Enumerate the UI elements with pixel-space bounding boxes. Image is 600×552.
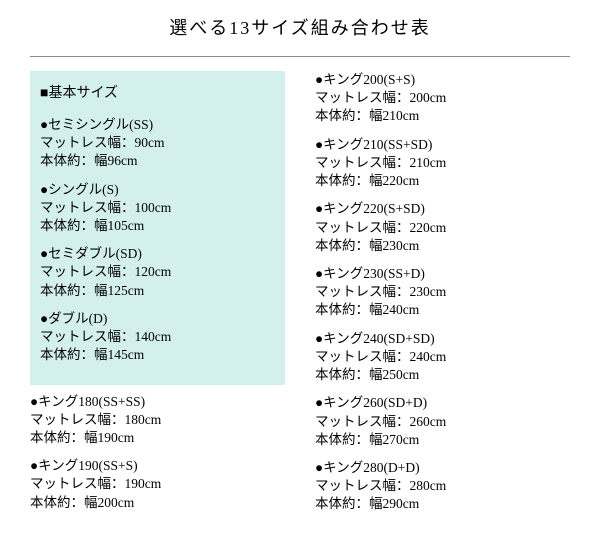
size-name: ダブル(D) — [40, 311, 107, 326]
size-name: キング280(D+D) — [315, 460, 420, 475]
left-column: ■基本サイズ セミシングル(SS) マットレス幅：90cm 本体約：幅96cm … — [30, 71, 285, 524]
size-name: シングル(S) — [40, 182, 119, 197]
size-name: キング200(S+S) — [315, 72, 415, 87]
size-name: キング190(SS+S) — [30, 458, 138, 473]
body-width: 本体約：幅270cm — [315, 431, 570, 449]
body-width: 本体約：幅96cm — [40, 152, 275, 170]
size-name: キング260(SD+D) — [315, 395, 427, 410]
size-entry: キング280(D+D) マットレス幅：280cm 本体約：幅290cm — [315, 459, 570, 514]
body-width: 本体約：幅190cm — [30, 429, 285, 447]
size-entry: キング200(S+S) マットレス幅：200cm 本体約：幅210cm — [315, 71, 570, 126]
page-title: 選べる13サイズ組み合わせ表 — [30, 14, 570, 44]
mattress-width: マットレス幅：280cm — [315, 477, 570, 495]
size-name: キング240(SD+SD) — [315, 331, 435, 346]
mattress-width: マットレス幅：240cm — [315, 348, 570, 366]
mattress-width: マットレス幅：140cm — [40, 328, 275, 346]
size-entry: キング220(S+SD) マットレス幅：220cm 本体約：幅230cm — [315, 200, 570, 255]
size-entry: シングル(S) マットレス幅：100cm 本体約：幅105cm — [40, 181, 275, 236]
title-rule — [30, 56, 570, 57]
mattress-width: マットレス幅：210cm — [315, 154, 570, 172]
size-entry: セミダブル(SD) マットレス幅：120cm 本体約：幅125cm — [40, 245, 275, 300]
size-entry: キング210(SS+SD) マットレス幅：210cm 本体約：幅220cm — [315, 136, 570, 191]
size-entry: セミシングル(SS) マットレス幅：90cm 本体約：幅96cm — [40, 116, 275, 171]
size-name: キング220(S+SD) — [315, 201, 425, 216]
size-entry: キング240(SD+SD) マットレス幅：240cm 本体約：幅250cm — [315, 330, 570, 385]
size-name: セミダブル(SD) — [40, 246, 142, 261]
mattress-width: マットレス幅：220cm — [315, 219, 570, 237]
mattress-width: マットレス幅：230cm — [315, 283, 570, 301]
mattress-width: マットレス幅：260cm — [315, 413, 570, 431]
size-entry: ダブル(D) マットレス幅：140cm 本体約：幅145cm — [40, 310, 275, 365]
body-width: 本体約：幅290cm — [315, 495, 570, 513]
body-width: 本体約：幅125cm — [40, 282, 275, 300]
mattress-width: マットレス幅：190cm — [30, 475, 285, 493]
mattress-width: マットレス幅：120cm — [40, 263, 275, 281]
size-entry: キング190(SS+S) マットレス幅：190cm 本体約：幅200cm — [30, 457, 285, 512]
size-entry: キング230(SS+D) マットレス幅：230cm 本体約：幅240cm — [315, 265, 570, 320]
right-column: キング200(S+S) マットレス幅：200cm 本体約：幅210cm キング2… — [315, 71, 570, 524]
mattress-width: マットレス幅：90cm — [40, 134, 275, 152]
size-name: キング210(SS+SD) — [315, 137, 432, 152]
size-name: キング180(SS+SS) — [30, 394, 145, 409]
body-width: 本体約：幅230cm — [315, 237, 570, 255]
mattress-width: マットレス幅：180cm — [30, 411, 285, 429]
body-width: 本体約：幅220cm — [315, 172, 570, 190]
body-width: 本体約：幅145cm — [40, 346, 275, 364]
body-width: 本体約：幅200cm — [30, 494, 285, 512]
body-width: 本体約：幅240cm — [315, 301, 570, 319]
size-name: キング230(SS+D) — [315, 266, 425, 281]
basic-size-header: ■基本サイズ — [40, 85, 275, 104]
body-width: 本体約：幅210cm — [315, 107, 570, 125]
size-name: セミシングル(SS) — [40, 117, 153, 132]
basic-size-box: ■基本サイズ セミシングル(SS) マットレス幅：90cm 本体約：幅96cm … — [30, 71, 285, 385]
size-entry: キング180(SS+SS) マットレス幅：180cm 本体約：幅190cm — [30, 393, 285, 448]
mattress-width: マットレス幅：100cm — [40, 199, 275, 217]
mattress-width: マットレス幅：200cm — [315, 89, 570, 107]
columns: ■基本サイズ セミシングル(SS) マットレス幅：90cm 本体約：幅96cm … — [30, 71, 570, 524]
size-entry: キング260(SD+D) マットレス幅：260cm 本体約：幅270cm — [315, 394, 570, 449]
body-width: 本体約：幅105cm — [40, 217, 275, 235]
body-width: 本体約：幅250cm — [315, 366, 570, 384]
